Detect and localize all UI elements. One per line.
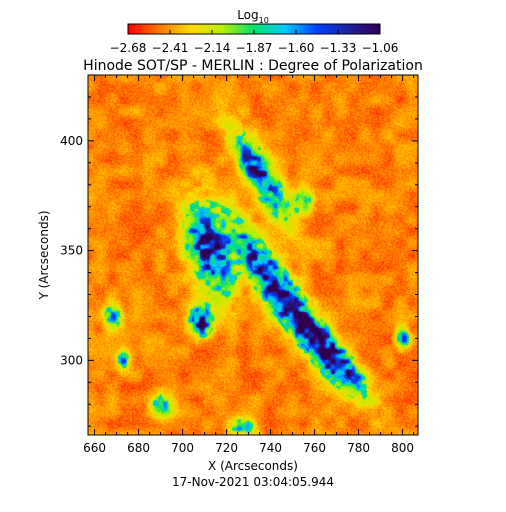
x-tick-label: 780 — [347, 441, 370, 455]
x-axis-label: X (Arcseconds) — [208, 459, 298, 473]
colorbar-tick-label: −1.06 — [362, 41, 399, 55]
colorbar-tick-label: −1.33 — [320, 41, 357, 55]
y-tick-label: 350 — [60, 244, 83, 258]
y-tick-label: 300 — [60, 353, 83, 367]
colorbar-tick-label: −2.41 — [152, 41, 189, 55]
x-tick-label: 700 — [171, 441, 194, 455]
colorbar-label-subscript: 10 — [259, 16, 269, 25]
colorbar-tick-label: −2.14 — [194, 41, 231, 55]
x-tick-label: 760 — [303, 441, 326, 455]
y-tick-label: 400 — [60, 134, 83, 148]
heatmap-container — [88, 75, 418, 435]
x-tick-label: 680 — [127, 441, 150, 455]
heatmap-canvas — [88, 75, 418, 435]
colorbar-label-prefix: Log — [237, 8, 258, 22]
x-tick-label: 740 — [259, 441, 282, 455]
colorbar-tick-label: −1.87 — [236, 41, 273, 55]
timestamp-footer: 17-Nov-2021 03:04:05.944 — [172, 475, 334, 489]
colorbar-label: Log10 — [237, 8, 269, 25]
x-tick-label: 800 — [391, 441, 414, 455]
y-axis-label: Y (Arcseconds) — [37, 210, 51, 300]
x-tick-label: 660 — [83, 441, 106, 455]
y-axis-ticks: 300 350 400 — [60, 74, 418, 427]
colorbar-ticks: −2.68 −2.41 −2.14 −1.87 −1.60 −1.33 −1.06 — [110, 30, 399, 55]
chart-title: Hinode SOT/SP - MERLIN : Degree of Polar… — [83, 58, 423, 74]
x-axis-ticks: 660 680 700 720 740 760 780 800 — [83, 75, 415, 455]
colorbar-tick-label: −2.68 — [110, 41, 147, 55]
plot-frame — [87, 74, 419, 436]
x-tick-label: 720 — [215, 441, 238, 455]
colorbar-tick-label: −1.60 — [278, 41, 315, 55]
